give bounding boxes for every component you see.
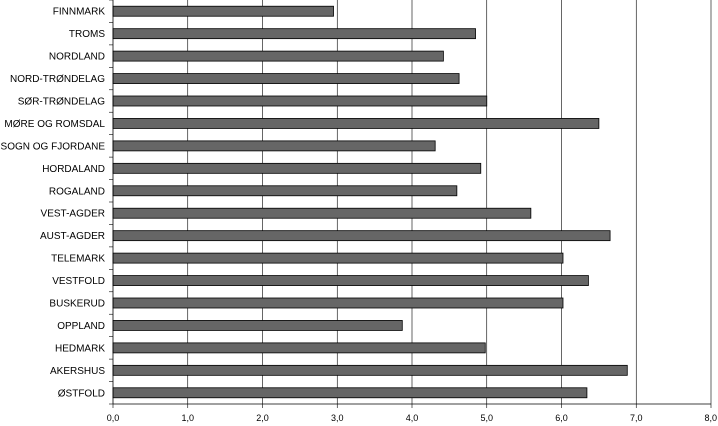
bar-6	[112, 140, 436, 152]
category-label-9: VEST-AGDER	[41, 209, 105, 220]
category-label-8: ROGALAND	[49, 186, 105, 197]
bars	[112, 5, 628, 399]
bar-4	[112, 95, 488, 107]
bar-14	[112, 320, 403, 331]
category-label-7: HORDALAND	[42, 164, 105, 175]
bar-8	[112, 185, 458, 197]
category-label-5: MØRE OG ROMSDAL	[4, 119, 105, 130]
x-tick-labels: 0,0 1,0 2,0 3,0 4,0 5,0 6,0 7,0 8,0	[107, 413, 717, 423]
bar-11	[112, 252, 564, 264]
x-tick-label-8: 8,0	[704, 413, 717, 423]
bar-10	[112, 230, 611, 242]
x-tick-label-3: 3,0	[331, 413, 344, 423]
bar-15	[112, 342, 486, 354]
bar-12	[112, 275, 589, 286]
bar-7	[112, 162, 482, 174]
x-tick-label-5: 5,0	[480, 413, 493, 423]
axes	[109, 0, 712, 408]
category-label-1: TROMS	[69, 29, 105, 40]
category-label-13: BUSKERUD	[49, 299, 105, 310]
category-label-3: NORD-TRØNDELAG	[10, 74, 105, 85]
bar-1	[112, 28, 476, 40]
category-label-10: AUST-AGDER	[40, 231, 105, 242]
bar-13	[112, 297, 564, 309]
x-tick-label-1: 1,0	[181, 413, 194, 423]
category-labels: FINNMARK TROMS NORDLAND NORD-TRØNDELAG SØR-T…	[1, 7, 106, 400]
category-label-4: SØR-TRØNDELAG	[18, 97, 105, 108]
bar-0	[112, 5, 334, 17]
category-label-6: SOGN OG FJORDANE	[1, 141, 106, 152]
category-label-11: TELEMARK	[51, 254, 105, 265]
bar-2	[112, 50, 444, 62]
x-tick-label-7: 7,0	[630, 413, 643, 423]
bar-5	[112, 118, 600, 129]
grid-lines	[187, 0, 712, 404]
x-tick-label-0: 0,0	[107, 413, 120, 423]
bar-17	[112, 387, 588, 399]
category-label-17: ØSTFOLD	[58, 388, 105, 399]
category-label-2: NORDLAND	[49, 52, 105, 63]
x-tick-label-6: 6,0	[555, 413, 568, 423]
category-label-15: HEDMARK	[55, 343, 105, 354]
category-label-0: FINNMARK	[53, 7, 106, 18]
x-tick-label-2: 2,0	[256, 413, 269, 423]
bar-16	[112, 364, 628, 376]
category-label-14: OPPLAND	[57, 321, 105, 332]
bar-9	[112, 207, 532, 219]
x-tick-label-4: 4,0	[406, 413, 419, 423]
category-label-16: AKERSHUS	[50, 366, 105, 377]
category-label-12: VESTFOLD	[52, 276, 105, 287]
bar-3	[112, 73, 460, 84]
